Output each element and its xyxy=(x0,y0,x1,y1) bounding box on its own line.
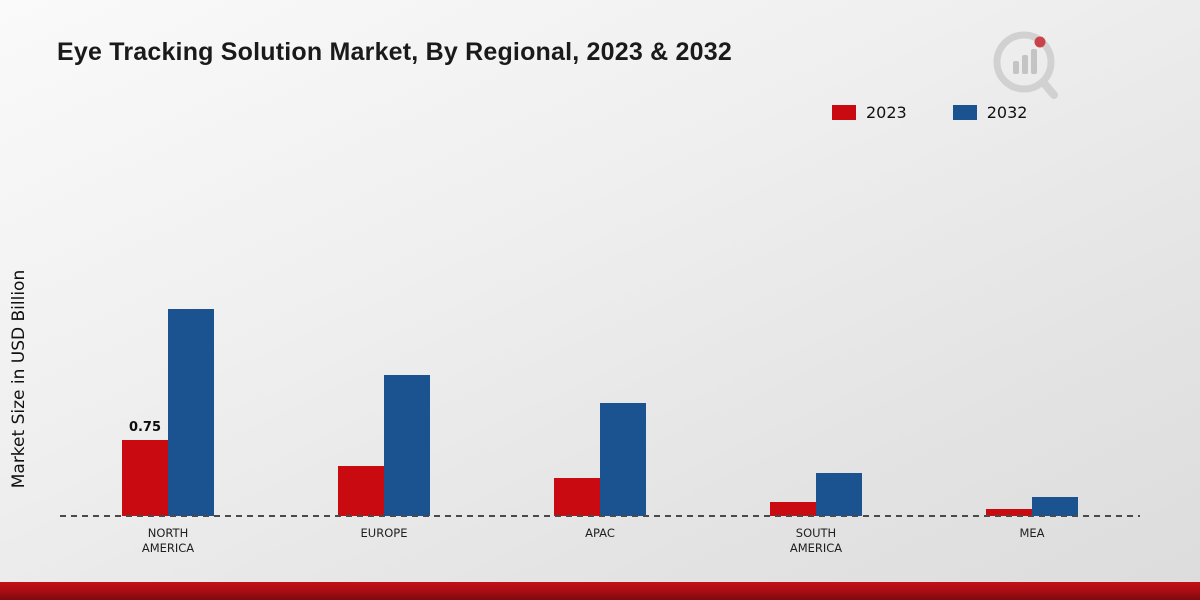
legend-item-2032: 2032 xyxy=(952,103,1028,122)
legend: 2023 2032 xyxy=(832,103,1027,122)
footer-accent-bar xyxy=(0,582,1200,600)
bar-value-label: 0.75 xyxy=(128,420,162,436)
legend-swatch-2023 xyxy=(832,105,856,120)
category-label-apac: APAC xyxy=(585,526,615,540)
bar-2023-apac xyxy=(554,477,600,516)
bar-2023-europe xyxy=(338,465,384,516)
legend-label-2032: 2032 xyxy=(986,103,1028,122)
bar-2032-south-america xyxy=(816,472,862,516)
bar-2023-south-america xyxy=(770,501,816,516)
legend-item-2023: 2023 xyxy=(832,103,907,122)
bar-2023-north-america xyxy=(122,440,168,516)
bar-2032-apac xyxy=(600,402,646,516)
category-label-mea: MEA xyxy=(1019,526,1045,540)
legend-label-2023: 2023 xyxy=(866,103,907,122)
plot-area: NORTH AMERICA EUROPE APAC SOUTH AMERICA MEA 0… xyxy=(60,140,1140,555)
chart-title: Eye Tracking Solution Market, By Regiona… xyxy=(57,38,732,66)
category-label-north-america: NORTH AMERICA xyxy=(141,526,195,555)
bar-2032-europe xyxy=(384,374,430,516)
bar-2023-mea xyxy=(986,508,1032,516)
brand-logo-icon xyxy=(993,31,1058,99)
bar-2032-mea xyxy=(1032,496,1078,516)
x-axis-baseline xyxy=(60,515,1140,517)
category-label-south-america: SOUTH AMERICA xyxy=(789,526,843,555)
bar-2032-north-america xyxy=(168,308,214,516)
category-label-europe: EUROPE xyxy=(360,526,408,540)
legend-swatch-2032 xyxy=(952,105,977,120)
y-axis-label: Market Size in USD Billion xyxy=(9,269,29,489)
